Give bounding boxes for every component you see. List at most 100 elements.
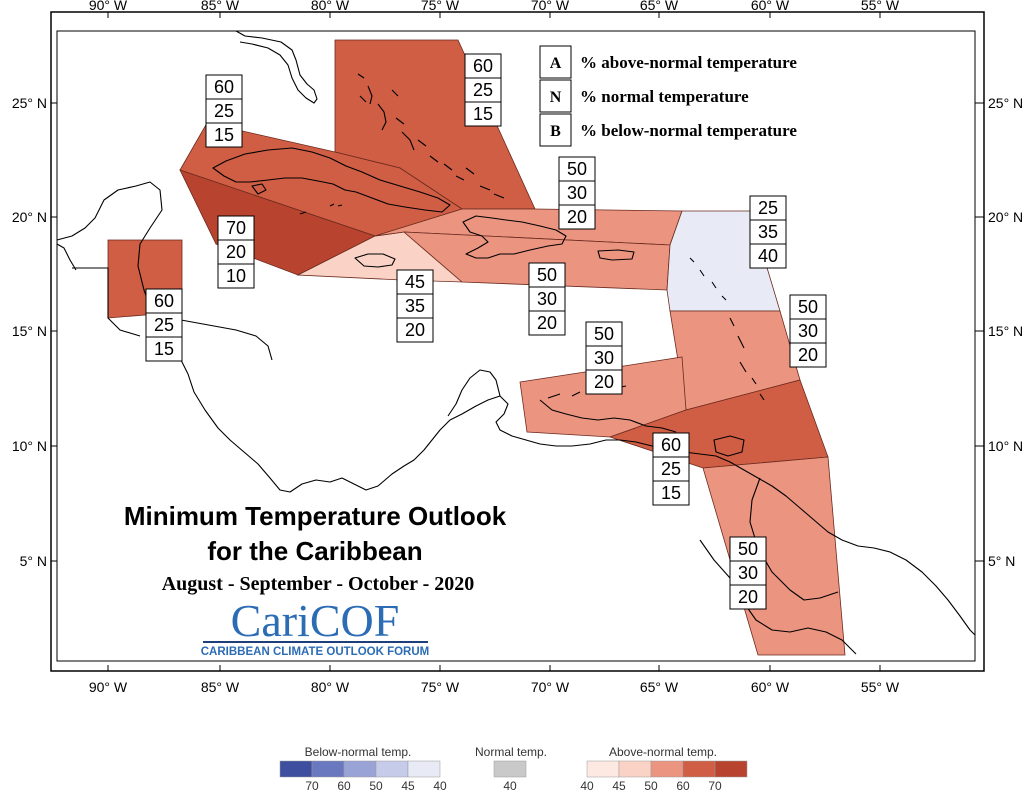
guianas-zone-value: 30 [738, 563, 758, 583]
bahamas-islands [357, 73, 505, 199]
below-legend-label: Below-normal temp. [305, 745, 412, 759]
normal-legend: Normal temp. 40 [475, 745, 547, 793]
puerto-rico-outline [597, 249, 635, 261]
below-legend-tick: 60 [337, 779, 351, 791]
title-line1: Minimum Temperature Outlook [124, 501, 507, 531]
belize-border [72, 267, 141, 337]
cuba-zone-value: 60 [214, 77, 234, 97]
belize-zone-value: 60 [154, 291, 174, 311]
jamaica-outline [354, 253, 396, 268]
longitude-label-top: 80° W [311, 0, 350, 13]
caricof-logo-text: CariCOF [231, 595, 400, 646]
longitude-label-bottom: 70° W [531, 679, 570, 695]
leeward-islands-zone-value: 40 [758, 246, 778, 266]
longitude-label-top: 65° W [640, 0, 679, 13]
below-legend-tick: 50 [369, 779, 383, 791]
normal-legend-label: Normal temp. [475, 745, 547, 759]
latitude-labels-right: 25° N 20° N 15° N 10° N 5° N [975, 95, 1023, 569]
colombia-coast [447, 369, 501, 417]
above-legend-swatch [682, 760, 716, 778]
below-legend-swatch [343, 760, 377, 778]
windward-islands-zone-value: 50 [798, 297, 818, 317]
windward-islands-zone-value: 30 [798, 321, 818, 341]
longitude-labels-top: 90° W 85° W 80° W 75° W 70° W 65° W 60° W 55° W [89, 0, 900, 18]
longitude-labels-bottom: 90° W 85° W 80° W 75° W 70° W 65° W 60° W 55° W [89, 665, 900, 695]
key-letter: N [550, 89, 562, 106]
above-legend-swatch [650, 760, 684, 778]
hispaniola-south-zone-value: 30 [537, 289, 557, 309]
key-letter: A [550, 55, 562, 72]
below-legend-tick: 40 [433, 779, 447, 791]
guyana-border [749, 477, 839, 601]
longitude-label-top: 70° W [531, 0, 570, 13]
above-legend-swatch [714, 760, 748, 778]
above-legend-tick: 45 [612, 779, 626, 791]
abc-islands-zone-value: 50 [594, 324, 614, 344]
below-legend-tick: 45 [401, 779, 415, 791]
latitude-label-right: 25° N [988, 95, 1023, 111]
hispaniola-south-zone-value: 20 [537, 313, 557, 333]
below-legend-tick: 70 [305, 779, 319, 791]
above-legend-tick: 60 [676, 779, 690, 791]
abc-islands-zone-value: 20 [594, 372, 614, 392]
abc-islands-zone-box: 50 30 20 [585, 321, 623, 395]
zone-probability-boxes: 60 25 15 60 25 15 70 20 10 60 25 15 45 35 20 50 30 20 50 30… [145, 53, 827, 610]
hispaniola-puerto-rico-zone-value: 20 [567, 207, 587, 227]
above-legend-label: Above-normal temp. [609, 745, 717, 759]
longitude-label-top: 55° W [861, 0, 900, 13]
leeward-islands-zone-box: 25 35 40 [749, 195, 787, 269]
longitude-label-top: 60° W [751, 0, 790, 13]
latitude-labels-left: 25° N 20° N 15° N 10° N 5° N [12, 95, 57, 569]
abc-islands-zone-value: 30 [594, 348, 614, 368]
caricof-logo: CariCOF CARIBBEAN CLIMATE OUTLOOK FORUM [201, 595, 430, 658]
hispaniola-puerto-rico-zone-value: 50 [567, 159, 587, 179]
key-text: % above-normal temperature [580, 53, 797, 72]
normal-legend-swatch [493, 760, 527, 778]
trinidad-outline [713, 435, 745, 457]
above-legend-tick: 70 [708, 779, 722, 791]
hispaniola-puerto-rico-zone-value: 30 [567, 183, 587, 203]
longitude-label-bottom: 55° W [861, 679, 900, 695]
belize-zone-box: 60 25 15 [145, 288, 183, 362]
abc-islands [547, 385, 627, 399]
venezuela-coast [539, 399, 677, 433]
florida-outline [235, 30, 318, 104]
belize-zone-value: 25 [154, 315, 174, 335]
above-legend-swatch [586, 760, 620, 778]
latitude-label-right: 10° N [988, 438, 1023, 454]
key-text: % below-normal temperature [580, 121, 797, 140]
cayman-zone-value: 70 [226, 218, 246, 238]
latitude-label-left: 10° N [12, 438, 47, 454]
trinidad-zone-value: 25 [661, 459, 681, 479]
isla-juventud-outline [251, 183, 267, 195]
longitude-label-bottom: 65° W [640, 679, 679, 695]
guianas-zone-value: 50 [738, 539, 758, 559]
longitude-label-bottom: 85° W [201, 679, 240, 695]
windward-islands-zone-value: 20 [798, 345, 818, 365]
leeward-islands-zone-value: 35 [758, 222, 778, 242]
longitude-label-bottom: 90° W [89, 679, 128, 695]
jamaica-zone-value: 45 [405, 272, 425, 292]
longitude-label-top: 85° W [201, 0, 240, 13]
bahamas-zone-value: 60 [473, 56, 493, 76]
longitude-label-bottom: 80° W [311, 679, 350, 695]
trinidad-zone-value: 60 [661, 435, 681, 455]
cuba-outline [212, 147, 451, 213]
cayman-islands [299, 203, 343, 215]
longitude-label-top: 90° W [89, 0, 128, 13]
title-line2: for the Caribbean [207, 536, 422, 566]
windward-islands-zone-box: 50 30 20 [789, 294, 827, 368]
normal-legend-tick: 40 [503, 779, 517, 791]
below-legend-swatch [407, 760, 441, 778]
jamaica-zone-box: 45 35 20 [396, 269, 434, 343]
below-legend-swatch [311, 760, 345, 778]
latitude-label-left: 25° N [12, 95, 47, 111]
bahamas-zone-value: 15 [473, 104, 493, 124]
cuba-zone-box: 60 25 15 [205, 74, 243, 148]
belize-zone-value: 15 [154, 339, 174, 359]
key-letter: B [550, 123, 561, 140]
hispaniola-south-zone-value: 50 [537, 265, 557, 285]
probability-key: A % above-normal temperature N % normal tem… [539, 45, 797, 147]
